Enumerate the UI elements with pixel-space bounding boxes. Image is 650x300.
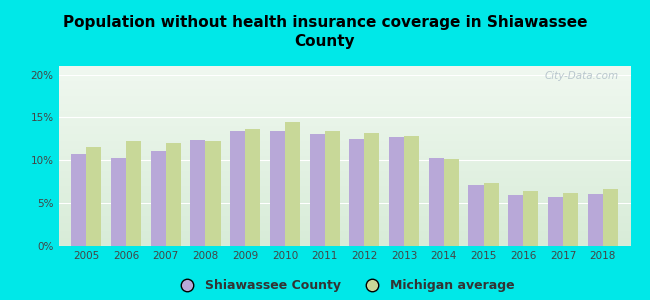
Text: City-Data.com: City-Data.com: [545, 71, 619, 81]
Bar: [205, 141, 220, 246]
Bar: [469, 185, 484, 246]
Bar: [588, 194, 603, 246]
Bar: [190, 140, 205, 246]
Bar: [349, 139, 365, 246]
Bar: [563, 193, 578, 246]
Bar: [429, 158, 444, 246]
Text: Population without health insurance coverage in Shiawassee
County: Population without health insurance cove…: [63, 15, 587, 49]
Legend: Shiawassee County, Michigan average: Shiawassee County, Michigan average: [170, 274, 519, 297]
Bar: [404, 136, 419, 246]
Bar: [86, 147, 101, 246]
Bar: [484, 183, 499, 246]
Bar: [389, 137, 404, 246]
Bar: [245, 129, 260, 246]
Bar: [230, 131, 245, 246]
Bar: [548, 197, 563, 246]
Bar: [285, 122, 300, 246]
Bar: [166, 143, 181, 246]
Bar: [126, 141, 141, 246]
Bar: [508, 195, 523, 246]
Bar: [444, 159, 459, 246]
Bar: [151, 151, 166, 246]
Bar: [270, 131, 285, 246]
Bar: [523, 191, 538, 246]
Bar: [309, 134, 324, 246]
Bar: [111, 158, 126, 246]
Bar: [365, 133, 380, 246]
Bar: [72, 154, 86, 246]
Bar: [324, 131, 340, 246]
Bar: [603, 189, 618, 246]
